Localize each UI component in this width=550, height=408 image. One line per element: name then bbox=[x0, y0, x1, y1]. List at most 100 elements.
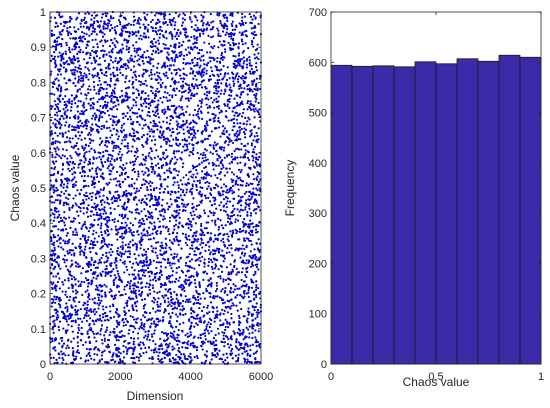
scatter-point bbox=[186, 105, 189, 108]
scatter-point bbox=[117, 315, 120, 318]
scatter-point bbox=[193, 325, 196, 328]
scatter-point bbox=[190, 312, 193, 315]
scatter-point bbox=[192, 149, 195, 152]
scatter-point bbox=[114, 190, 117, 194]
scatter-point bbox=[223, 127, 227, 130]
scatter-point bbox=[195, 302, 198, 305]
scatter-point bbox=[128, 328, 131, 332]
scatter-point bbox=[92, 206, 96, 209]
scatter-point bbox=[232, 117, 236, 121]
scatter-point bbox=[239, 293, 242, 297]
scatter-point bbox=[153, 156, 156, 159]
scatter-point bbox=[87, 120, 90, 123]
scatter-point bbox=[209, 78, 213, 81]
scatter-point bbox=[121, 226, 124, 230]
scatter-point bbox=[125, 48, 128, 51]
scatter-point bbox=[151, 168, 155, 171]
scatter-point bbox=[162, 138, 166, 141]
scatter-point bbox=[231, 204, 235, 207]
scatter-point bbox=[119, 352, 122, 355]
scatter-point bbox=[153, 143, 157, 146]
scatter-point bbox=[144, 171, 147, 174]
scatter-point bbox=[112, 95, 115, 98]
scatter-point bbox=[54, 45, 57, 48]
scatter-point bbox=[169, 44, 172, 47]
scatter-point bbox=[53, 167, 56, 171]
scatter-point bbox=[61, 154, 64, 157]
scatter-point bbox=[122, 217, 125, 220]
scatter-point bbox=[130, 211, 134, 214]
scatter-point bbox=[191, 164, 194, 167]
scatter-point bbox=[168, 144, 171, 147]
scatter-point bbox=[163, 299, 166, 302]
scatter-point bbox=[190, 224, 193, 227]
scatter-point bbox=[76, 70, 79, 73]
scatter-point bbox=[252, 148, 255, 151]
scatter-point bbox=[69, 226, 72, 230]
scatter-point bbox=[126, 299, 129, 302]
scatter-point bbox=[191, 136, 194, 139]
scatter-point bbox=[198, 214, 201, 217]
scatter-point bbox=[64, 228, 68, 231]
scatter-point bbox=[166, 261, 169, 265]
scatter-point bbox=[126, 86, 130, 89]
scatter-point bbox=[53, 258, 57, 261]
scatter-point bbox=[87, 236, 90, 239]
scatter-point bbox=[160, 331, 164, 334]
scatter-point bbox=[191, 176, 194, 179]
scatter-point bbox=[206, 285, 210, 288]
scatter-point bbox=[57, 36, 60, 39]
scatter-point bbox=[63, 100, 66, 104]
scatter-point bbox=[165, 148, 168, 152]
scatter-point bbox=[246, 211, 249, 214]
scatter-point bbox=[95, 284, 98, 287]
scatter-point bbox=[228, 190, 231, 193]
scatter-point bbox=[257, 127, 260, 130]
scatter-point bbox=[195, 208, 198, 211]
scatter-point bbox=[143, 100, 147, 103]
scatter-point bbox=[50, 271, 53, 274]
scatter-point bbox=[165, 74, 168, 77]
scatter-point bbox=[129, 193, 132, 196]
scatter-point bbox=[99, 209, 102, 212]
scatter-point bbox=[211, 161, 214, 165]
scatter-point bbox=[133, 170, 136, 174]
scatter-point bbox=[240, 204, 243, 207]
scatter-point bbox=[248, 260, 251, 263]
scatter-point bbox=[106, 245, 109, 248]
scatter-point bbox=[203, 314, 206, 317]
scatter-point bbox=[190, 244, 194, 247]
scatter-point bbox=[193, 35, 196, 38]
scatter-point bbox=[117, 351, 120, 354]
scatter-point bbox=[109, 248, 112, 251]
scatter-point bbox=[56, 40, 59, 43]
scatter-point bbox=[150, 322, 153, 325]
scatter-point bbox=[219, 19, 222, 23]
scatter-point bbox=[227, 338, 230, 341]
scatter-point bbox=[82, 106, 86, 109]
scatter-point bbox=[124, 30, 127, 33]
scatter-point bbox=[201, 348, 204, 351]
scatter-point bbox=[146, 335, 149, 338]
scatter-point bbox=[85, 198, 88, 201]
scatter-point bbox=[177, 212, 180, 215]
scatter-point bbox=[200, 195, 203, 198]
scatter-point bbox=[158, 290, 161, 293]
scatter-point bbox=[126, 147, 130, 150]
scatter-point bbox=[56, 140, 59, 143]
scatter-point bbox=[158, 271, 161, 275]
scatter-point bbox=[143, 233, 146, 236]
scatter-point bbox=[63, 216, 66, 219]
scatter-point bbox=[221, 237, 225, 240]
scatter-point bbox=[156, 112, 160, 115]
scatter-point bbox=[252, 173, 255, 176]
scatter-point bbox=[64, 196, 68, 199]
scatter-point bbox=[52, 331, 55, 334]
scatter-point bbox=[174, 361, 177, 364]
scatter-point bbox=[56, 281, 60, 284]
scatter-point bbox=[203, 329, 206, 332]
scatter-point bbox=[164, 137, 167, 141]
scatter-point bbox=[140, 292, 143, 295]
scatter-point bbox=[225, 78, 229, 82]
scatter-point bbox=[135, 248, 138, 251]
